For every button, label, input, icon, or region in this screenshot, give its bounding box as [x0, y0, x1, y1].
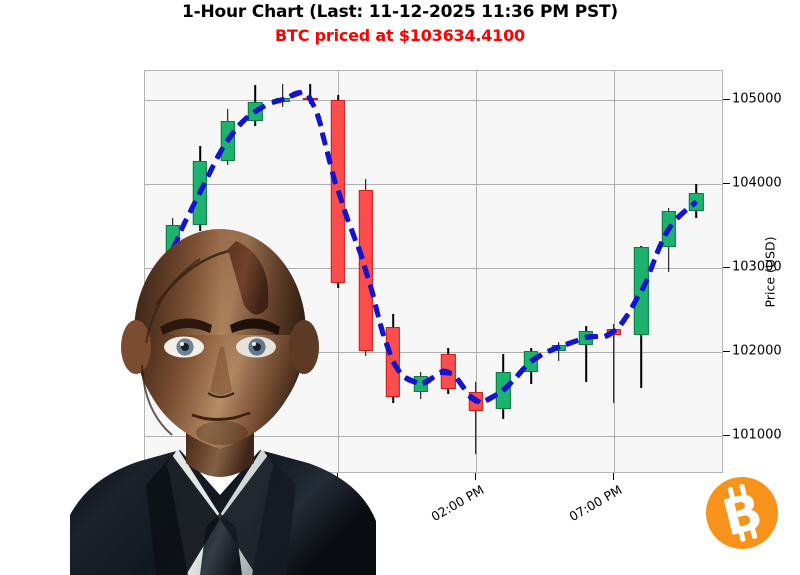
gridline-vertical [613, 71, 615, 472]
candle-bullish[interactable] [634, 247, 649, 335]
x-axis-tick-mark [474, 473, 476, 480]
candle-wick [282, 83, 284, 108]
candle-wick [612, 323, 615, 403]
candle-wick [475, 382, 477, 454]
candle-wick [585, 326, 587, 383]
x-axis-tick-label: 02:00 PM [428, 482, 487, 525]
y-axis-tick-label: 104000 [732, 175, 782, 191]
y-axis-tick-mark [723, 267, 730, 269]
trend-line-dash [618, 312, 631, 327]
gridline-horizontal [145, 352, 722, 354]
plot-canvas [145, 71, 722, 472]
trend-line-dash [565, 337, 580, 348]
gridline-horizontal [145, 100, 722, 102]
trend-line-dash [289, 89, 304, 99]
gridline-horizontal [145, 268, 722, 270]
x-axis-tick-mark [612, 473, 614, 480]
y-axis-label: Price (USD) [762, 236, 778, 308]
gridline-horizontal [145, 184, 722, 186]
x-axis-tick-mark [337, 473, 338, 480]
page-title: 1-Hour Chart (Last: 11-12-2025 11:36 PM … [182, 2, 618, 22]
gridline-horizontal [145, 436, 722, 438]
y-axis-tick-label: 102000 [732, 343, 782, 359]
y-axis-tick-mark [723, 351, 730, 353]
price-headline: BTC priced at $103634.4100 [275, 26, 525, 45]
x-axis-tick-label: 07:00 PM [566, 482, 625, 525]
bitcoin-logo-icon[interactable]: B [703, 474, 781, 552]
trend-line-dash [654, 240, 665, 255]
y-axis-tick-label: 103000 [732, 259, 782, 275]
candle-wick [557, 342, 560, 361]
android-trader-avatar [70, 229, 376, 575]
trend-line-dash [454, 377, 467, 392]
trend-line-dash [314, 112, 323, 127]
gridline-vertical [475, 71, 477, 472]
y-axis-tick-label: 105000 [732, 91, 782, 107]
trend-line-dash [237, 114, 251, 128]
trend-line-dash [647, 259, 658, 274]
y-axis-tick-mark [723, 99, 730, 101]
trend-line-dash [319, 131, 329, 146]
y-axis-tick-mark [723, 435, 730, 437]
trend-line-dash [674, 208, 689, 221]
y-axis-tick-label: 101000 [732, 427, 782, 443]
y-axis-tick-mark [723, 183, 730, 185]
